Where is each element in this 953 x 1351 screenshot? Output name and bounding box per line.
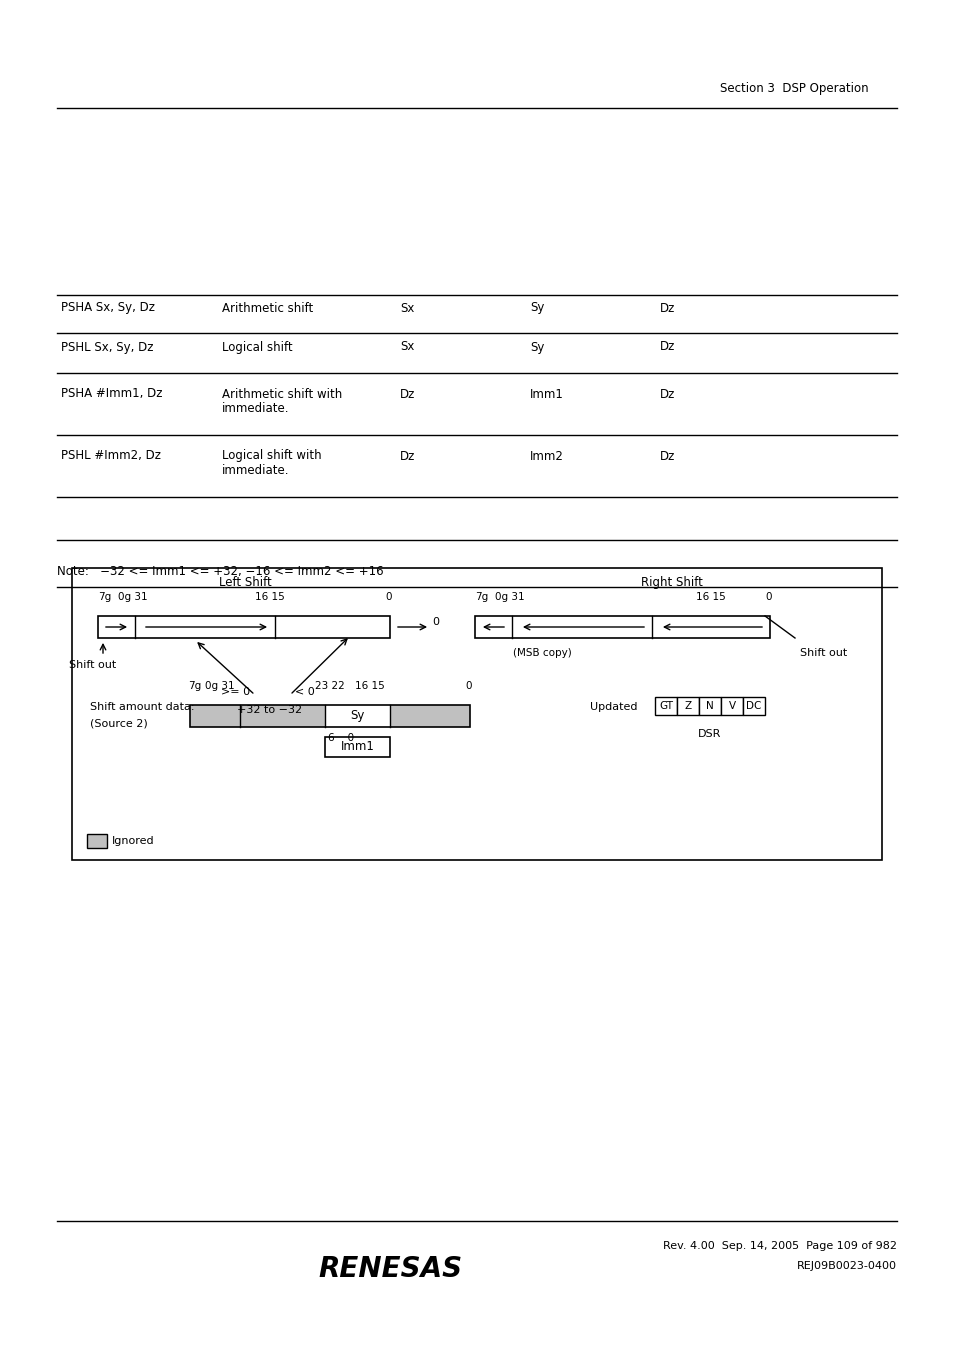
Text: Sx: Sx xyxy=(399,301,414,315)
Text: 7g: 7g xyxy=(98,592,112,603)
Text: 16 15: 16 15 xyxy=(355,681,384,690)
Text: 0: 0 xyxy=(465,681,472,690)
Text: Dz: Dz xyxy=(399,450,415,462)
Text: Ignored: Ignored xyxy=(112,836,154,846)
Text: immediate.: immediate. xyxy=(222,465,289,477)
Text: DC: DC xyxy=(745,701,760,711)
Bar xyxy=(720,697,742,715)
Text: Arithmetic shift: Arithmetic shift xyxy=(222,301,313,315)
Text: PSHL #Imm2, Dz: PSHL #Imm2, Dz xyxy=(61,450,161,462)
Text: Shift amount data:: Shift amount data: xyxy=(90,703,194,712)
Text: Z: Z xyxy=(683,701,691,711)
Text: immediate.: immediate. xyxy=(222,403,289,416)
Text: PSHA Sx, Sy, Dz: PSHA Sx, Sy, Dz xyxy=(61,301,154,315)
Bar xyxy=(98,616,390,638)
Text: V: V xyxy=(728,701,735,711)
Bar xyxy=(190,705,470,727)
Text: Sy: Sy xyxy=(350,708,364,721)
Text: Dz: Dz xyxy=(659,450,675,462)
Bar xyxy=(677,697,699,715)
Text: Dz: Dz xyxy=(659,301,675,315)
Text: Note:   −32 <= Imm1 <= +32, −16 <= Imm2 <= +16: Note: −32 <= Imm1 <= +32, −16 <= Imm2 <=… xyxy=(57,565,383,578)
Text: REJ09B0023-0400: REJ09B0023-0400 xyxy=(796,1260,896,1271)
Text: PSHA #Imm1, Dz: PSHA #Imm1, Dz xyxy=(61,388,162,400)
Text: 0: 0 xyxy=(764,592,771,603)
Text: 7g: 7g xyxy=(188,681,201,690)
Text: Sy: Sy xyxy=(530,301,544,315)
Bar xyxy=(325,705,390,727)
Bar xyxy=(390,705,470,727)
Text: 0: 0 xyxy=(432,617,438,627)
Text: Left Shift: Left Shift xyxy=(218,576,271,589)
Bar xyxy=(655,697,677,715)
Text: 6    0: 6 0 xyxy=(328,734,354,743)
Text: Dz: Dz xyxy=(659,388,675,400)
Text: 23 22: 23 22 xyxy=(314,681,345,690)
Text: Right Shift: Right Shift xyxy=(640,576,702,589)
Bar xyxy=(699,697,720,715)
Text: 0g 31: 0g 31 xyxy=(495,592,524,603)
Text: Logical shift with: Logical shift with xyxy=(222,450,321,462)
Text: N: N xyxy=(705,701,713,711)
Text: 0g 31: 0g 31 xyxy=(118,592,148,603)
Text: 16 15: 16 15 xyxy=(254,592,285,603)
Bar xyxy=(87,834,107,848)
Text: < 0: < 0 xyxy=(294,688,314,697)
Bar xyxy=(325,738,390,757)
Bar xyxy=(190,705,325,727)
Text: 0g 31: 0g 31 xyxy=(205,681,234,690)
Text: Sx: Sx xyxy=(399,340,414,354)
Text: PSHL Sx, Sy, Dz: PSHL Sx, Sy, Dz xyxy=(61,340,153,354)
Text: Imm1: Imm1 xyxy=(530,388,563,400)
Bar xyxy=(742,697,764,715)
Text: Sy: Sy xyxy=(530,340,544,354)
Text: 16 15: 16 15 xyxy=(696,592,725,603)
Text: Rev. 4.00  Sep. 14, 2005  Page 109 of 982: Rev. 4.00 Sep. 14, 2005 Page 109 of 982 xyxy=(662,1242,896,1251)
Text: 0: 0 xyxy=(385,592,392,603)
Text: Section 3  DSP Operation: Section 3 DSP Operation xyxy=(720,82,868,95)
Text: Logical shift: Logical shift xyxy=(222,340,293,354)
Bar xyxy=(475,616,769,638)
Text: GT: GT xyxy=(659,701,672,711)
Text: DSR: DSR xyxy=(698,730,720,739)
Text: Updated: Updated xyxy=(589,703,637,712)
Text: (MSB copy): (MSB copy) xyxy=(513,648,571,658)
Text: RENESAS: RENESAS xyxy=(317,1255,461,1283)
Text: 7g: 7g xyxy=(475,592,488,603)
Bar xyxy=(71,567,882,861)
Text: Dz: Dz xyxy=(399,388,415,400)
Text: Arithmetic shift with: Arithmetic shift with xyxy=(222,388,342,400)
Text: Shift out: Shift out xyxy=(70,661,116,670)
Text: +32 to −32: +32 to −32 xyxy=(237,705,302,715)
Text: Imm2: Imm2 xyxy=(530,450,563,462)
Text: (Source 2): (Source 2) xyxy=(90,717,148,728)
Text: >= 0: >= 0 xyxy=(221,688,250,697)
Text: Imm1: Imm1 xyxy=(340,740,374,754)
Text: Shift out: Shift out xyxy=(800,648,846,658)
Text: Dz: Dz xyxy=(659,340,675,354)
